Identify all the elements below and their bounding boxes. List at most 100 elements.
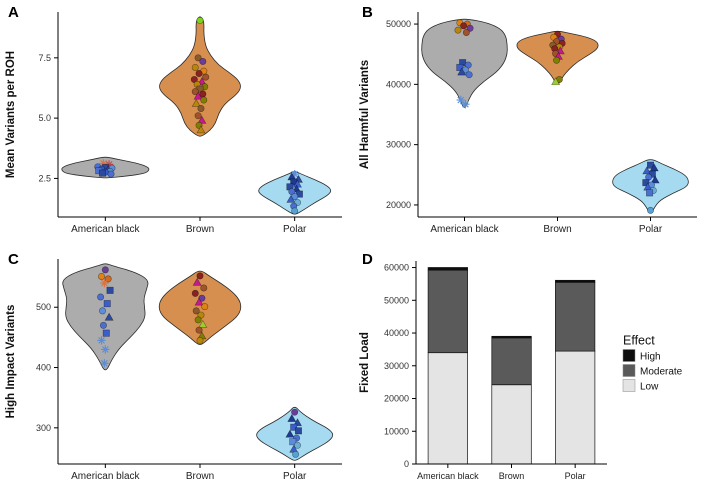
data-point xyxy=(97,293,105,301)
panel-d-stacked-bar-chart: Effect High Moderate Low 0 10000 20000 30000 400… xyxy=(354,247,709,494)
x-tick-label: American black xyxy=(417,471,479,481)
y-tick-label: 30000 xyxy=(384,361,409,371)
y-tick-label: 0 xyxy=(404,459,409,469)
y-tick-label: 10000 xyxy=(384,426,409,436)
y-tick-label: 5.0 xyxy=(38,113,51,123)
data-point xyxy=(464,61,472,69)
y-axis-title: All Harmful Variants xyxy=(359,60,371,169)
y-tick-label: 500 xyxy=(36,302,51,312)
data-point xyxy=(650,175,660,184)
data-point xyxy=(290,423,298,431)
y-tick-label: 20000 xyxy=(384,394,409,404)
data-point xyxy=(287,413,297,422)
y-tick-label: 20000 xyxy=(386,200,411,210)
data-point xyxy=(199,57,207,65)
panel-label-d: D xyxy=(362,251,373,268)
y-tick-label: 30000 xyxy=(386,140,411,150)
data-point xyxy=(202,73,210,81)
legend-swatch-high xyxy=(622,349,636,362)
data-point xyxy=(294,441,302,449)
data-point xyxy=(462,28,470,36)
data-point xyxy=(201,303,209,311)
bar-segment-high xyxy=(491,335,532,339)
bar-segment-moderate xyxy=(555,281,596,352)
data-point xyxy=(194,316,202,324)
data-point xyxy=(292,450,300,458)
violin-polar xyxy=(256,406,334,461)
panel-label-a: A xyxy=(8,4,19,21)
y-tick-label: 40000 xyxy=(384,328,409,338)
data-point xyxy=(289,438,297,446)
legend-swatch-low xyxy=(622,379,636,392)
data-point xyxy=(191,289,199,297)
x-tick-label: Polar xyxy=(639,224,663,235)
bar-segment-high xyxy=(427,267,468,271)
data-point xyxy=(198,294,206,302)
data-point xyxy=(646,206,654,214)
data-point xyxy=(454,26,462,34)
data-point xyxy=(195,70,203,78)
data-point xyxy=(642,179,650,187)
violin-brown xyxy=(158,270,242,346)
data-point xyxy=(642,166,652,175)
data-point xyxy=(104,312,114,321)
panel-c-violin-chart: 300 400 500 American black Brown Polar High Im… xyxy=(0,247,354,494)
x-tick-label: Brown xyxy=(186,471,214,482)
y-tick-label: 400 xyxy=(36,363,51,373)
x-tick-label: Brown xyxy=(186,224,214,235)
legend-title: Effect xyxy=(623,334,655,348)
y-tick-label: 50000 xyxy=(386,19,411,29)
data-point xyxy=(197,104,205,112)
panel-b-violin-chart: 20000 30000 40000 50000 American black Brown P… xyxy=(354,0,709,247)
data-point xyxy=(100,278,109,288)
data-point xyxy=(101,345,110,354)
data-point xyxy=(291,207,299,215)
data-point xyxy=(456,63,464,71)
data-point xyxy=(286,194,296,203)
data-point xyxy=(461,100,470,109)
data-point xyxy=(195,326,203,334)
data-point xyxy=(460,22,468,30)
data-point xyxy=(103,300,111,308)
data-point xyxy=(193,91,203,100)
data-point xyxy=(192,307,200,315)
legend-label-high: High xyxy=(640,352,661,363)
y-tick-label: 300 xyxy=(36,423,51,433)
data-point xyxy=(196,16,204,24)
data-point xyxy=(100,359,109,368)
bar-segment-low xyxy=(555,350,596,465)
y-axis-title: High Impact Variants xyxy=(5,305,17,419)
bar-segment-high xyxy=(555,279,596,283)
data-point xyxy=(466,24,474,32)
legend-swatch-moderate xyxy=(622,364,636,377)
data-point xyxy=(194,297,204,306)
data-point xyxy=(196,125,206,134)
data-point xyxy=(551,77,561,86)
data-point xyxy=(106,286,114,294)
data-point xyxy=(190,76,198,84)
data-point xyxy=(98,169,106,177)
data-point xyxy=(192,277,202,286)
x-tick-label: Polar xyxy=(283,224,307,235)
data-point xyxy=(99,321,107,329)
y-tick-label: 2.5 xyxy=(38,173,51,183)
data-point xyxy=(191,98,201,107)
x-tick-label: American black xyxy=(71,471,140,482)
x-tick-label: Brown xyxy=(499,471,525,481)
y-tick-label: 7.5 xyxy=(38,53,51,63)
data-point xyxy=(649,163,659,172)
bar-segment-moderate xyxy=(491,337,532,386)
y-tick-label: 40000 xyxy=(386,79,411,89)
data-point xyxy=(102,329,110,337)
data-point xyxy=(196,272,204,280)
data-point xyxy=(291,408,299,416)
bar-segment-low xyxy=(427,352,468,465)
violin-american-black xyxy=(62,263,149,371)
data-point xyxy=(457,67,467,76)
data-point xyxy=(200,96,208,104)
y-axis-title: Mean Variants per ROH xyxy=(5,51,17,178)
x-tick-label: American black xyxy=(71,224,140,235)
y-tick-label: 50000 xyxy=(384,295,409,305)
panel-label-b: B xyxy=(362,4,373,21)
